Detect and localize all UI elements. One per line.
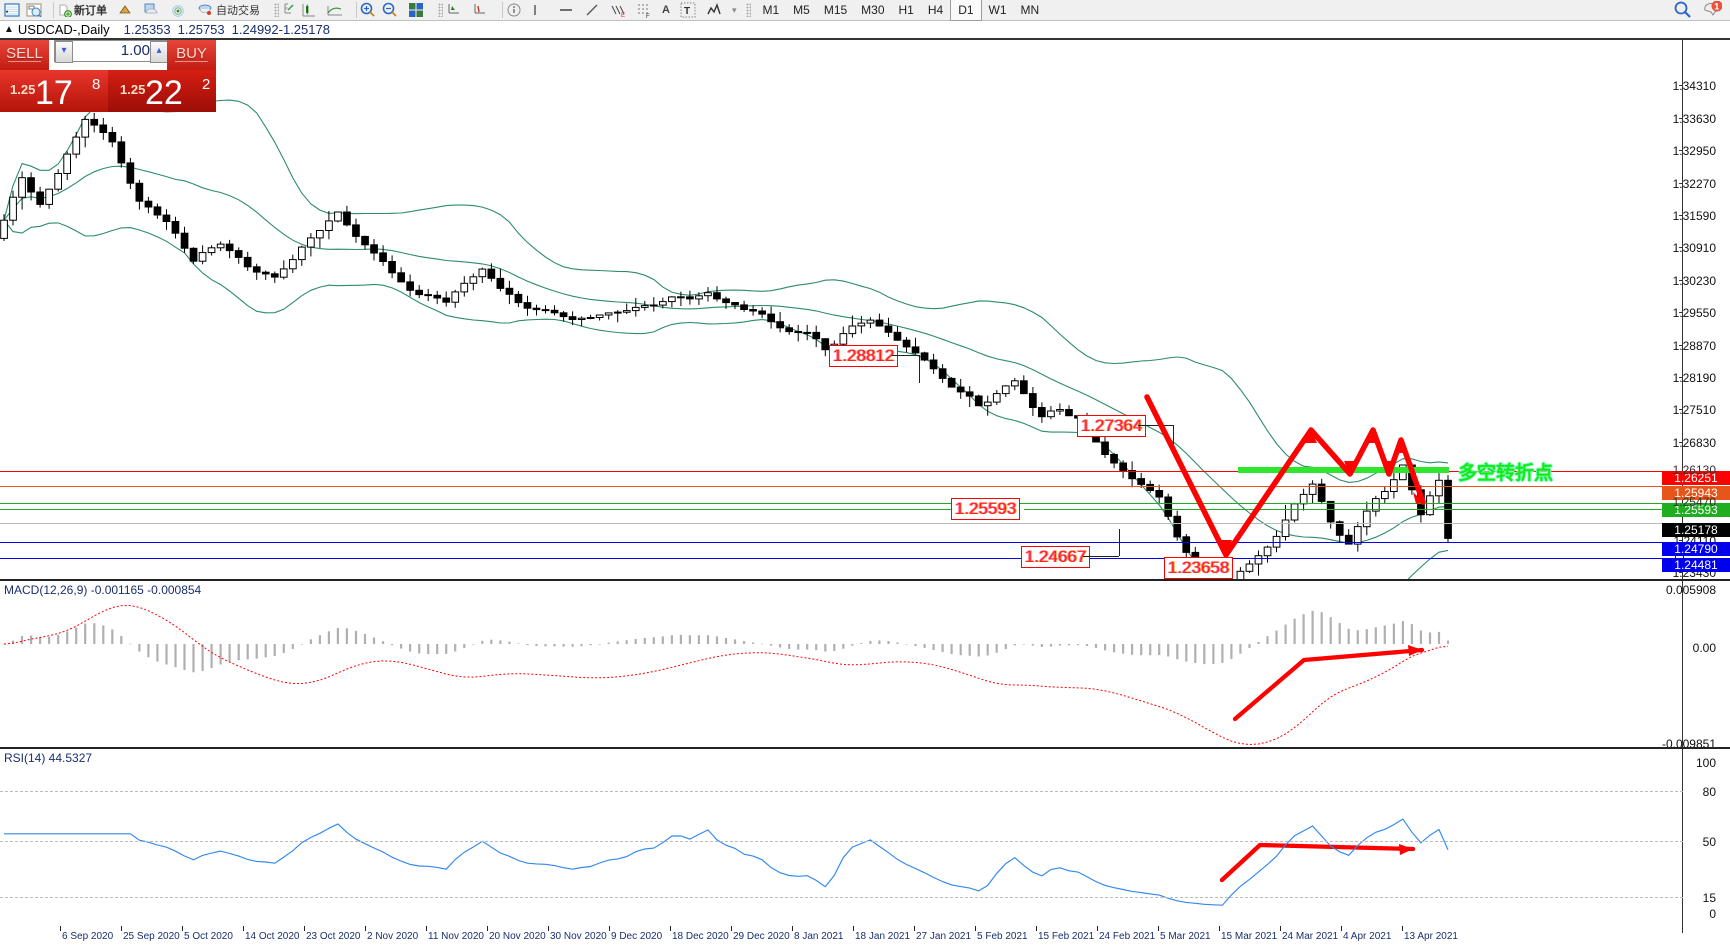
svg-text:T: T xyxy=(684,6,690,17)
svg-text:F: F xyxy=(646,14,650,18)
svg-text:1: 1 xyxy=(1714,2,1719,12)
svg-text:E: E xyxy=(621,13,625,18)
